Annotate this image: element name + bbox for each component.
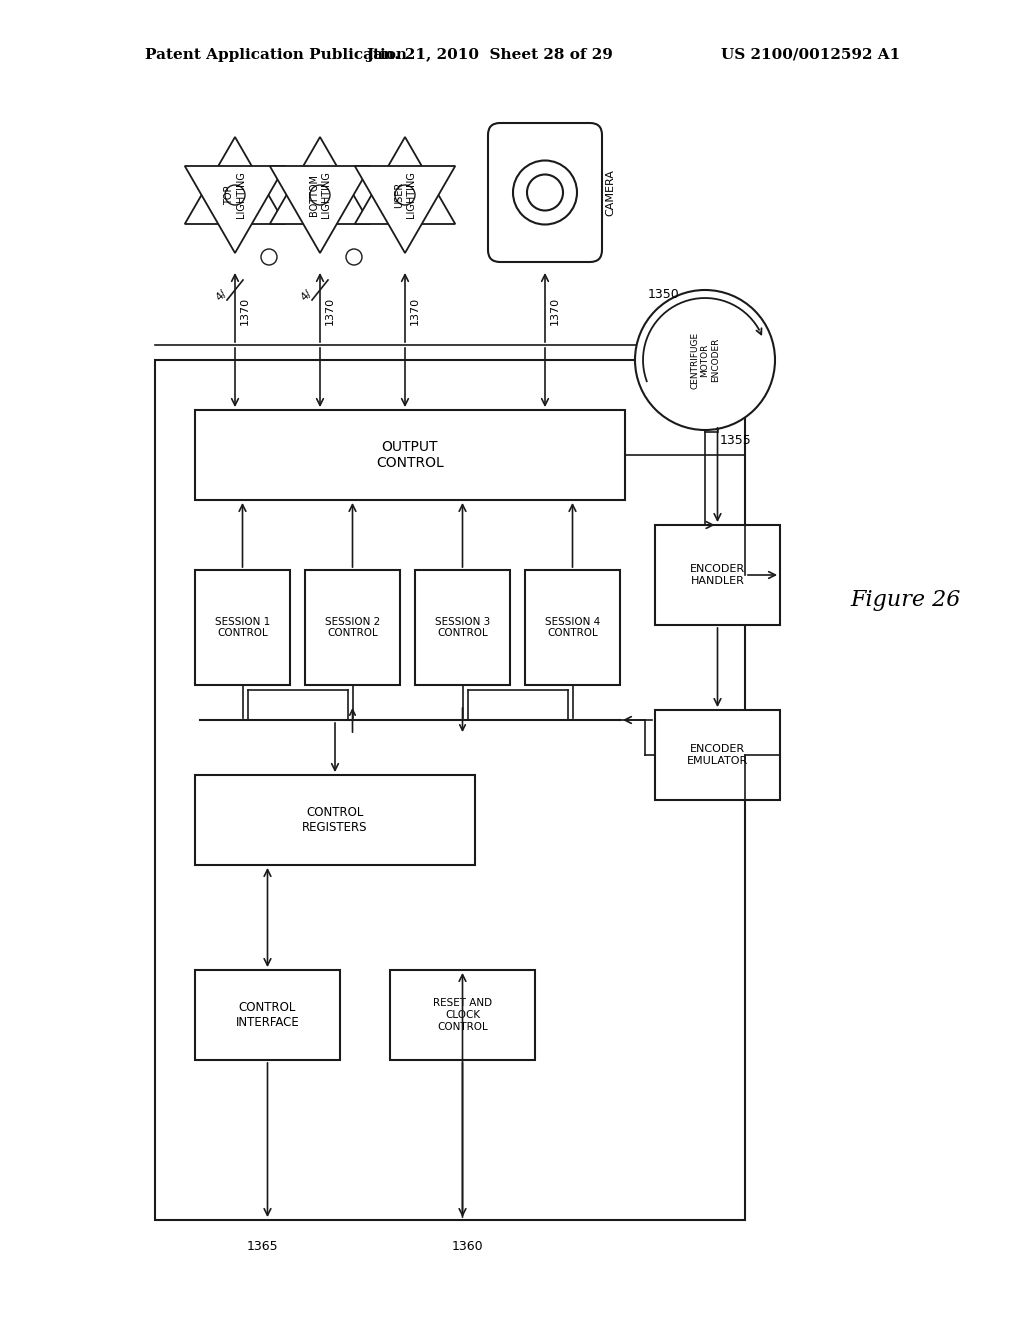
Polygon shape — [354, 166, 456, 253]
Circle shape — [346, 249, 362, 265]
Circle shape — [395, 185, 415, 205]
Text: TOP
LIGHTING: TOP LIGHTING — [224, 172, 246, 218]
Circle shape — [527, 174, 563, 210]
Polygon shape — [269, 137, 371, 224]
Bar — [195, 411, 625, 500]
Text: BOTTOM
LIGHTING: BOTTOM LIGHTING — [309, 172, 331, 218]
Text: 1355: 1355 — [720, 433, 752, 446]
Bar — [155, 360, 745, 1220]
Bar — [195, 775, 475, 865]
Bar — [415, 570, 510, 685]
Text: 1360: 1360 — [452, 1239, 483, 1253]
Text: 1370: 1370 — [325, 297, 335, 325]
Text: US 2100/0012592 A1: US 2100/0012592 A1 — [721, 48, 900, 62]
Text: 1370: 1370 — [240, 297, 250, 325]
Bar — [195, 970, 340, 1060]
Text: ENCODER
EMULATOR: ENCODER EMULATOR — [687, 744, 749, 766]
Circle shape — [513, 161, 577, 224]
Text: SESSION 3
CONTROL: SESSION 3 CONTROL — [435, 616, 490, 639]
Text: OUTPUT
CONTROL: OUTPUT CONTROL — [376, 440, 443, 470]
Polygon shape — [354, 137, 456, 224]
Bar — [655, 525, 780, 624]
Text: Figure 26: Figure 26 — [850, 589, 961, 611]
Text: CONTROL
INTERFACE: CONTROL INTERFACE — [236, 1001, 299, 1030]
Text: Patent Application Publication: Patent Application Publication — [145, 48, 407, 62]
Text: 1350: 1350 — [648, 289, 680, 301]
Text: 4/: 4/ — [299, 288, 313, 302]
Text: 4/: 4/ — [214, 288, 228, 302]
Text: SESSION 1
CONTROL: SESSION 1 CONTROL — [215, 616, 270, 639]
Polygon shape — [184, 137, 286, 224]
Bar — [195, 570, 290, 685]
Bar — [655, 710, 780, 800]
Circle shape — [635, 290, 775, 430]
Circle shape — [261, 249, 278, 265]
Circle shape — [310, 185, 330, 205]
Text: CENTRIFUGE
MOTOR
ENCODER: CENTRIFUGE MOTOR ENCODER — [690, 331, 720, 388]
Circle shape — [225, 185, 245, 205]
Bar — [305, 570, 400, 685]
Bar — [525, 570, 620, 685]
Text: 1370: 1370 — [550, 297, 560, 325]
Text: 1370: 1370 — [410, 297, 420, 325]
Text: SESSION 2
CONTROL: SESSION 2 CONTROL — [325, 616, 380, 639]
Text: RESET AND
CLOCK
CONTROL: RESET AND CLOCK CONTROL — [433, 998, 493, 1032]
FancyBboxPatch shape — [488, 123, 602, 261]
Text: 1365: 1365 — [247, 1239, 279, 1253]
Text: ENCODER
HANDLER: ENCODER HANDLER — [690, 564, 745, 586]
Text: CONTROL
REGISTERS: CONTROL REGISTERS — [302, 807, 368, 834]
Bar — [390, 970, 535, 1060]
Text: Jan. 21, 2010  Sheet 28 of 29: Jan. 21, 2010 Sheet 28 of 29 — [367, 48, 613, 62]
Polygon shape — [269, 166, 371, 253]
Text: USER
LIGHTING: USER LIGHTING — [394, 172, 416, 218]
Polygon shape — [184, 166, 286, 253]
Text: CAMERA: CAMERA — [605, 169, 615, 216]
Text: SESSION 4
CONTROL: SESSION 4 CONTROL — [545, 616, 600, 639]
